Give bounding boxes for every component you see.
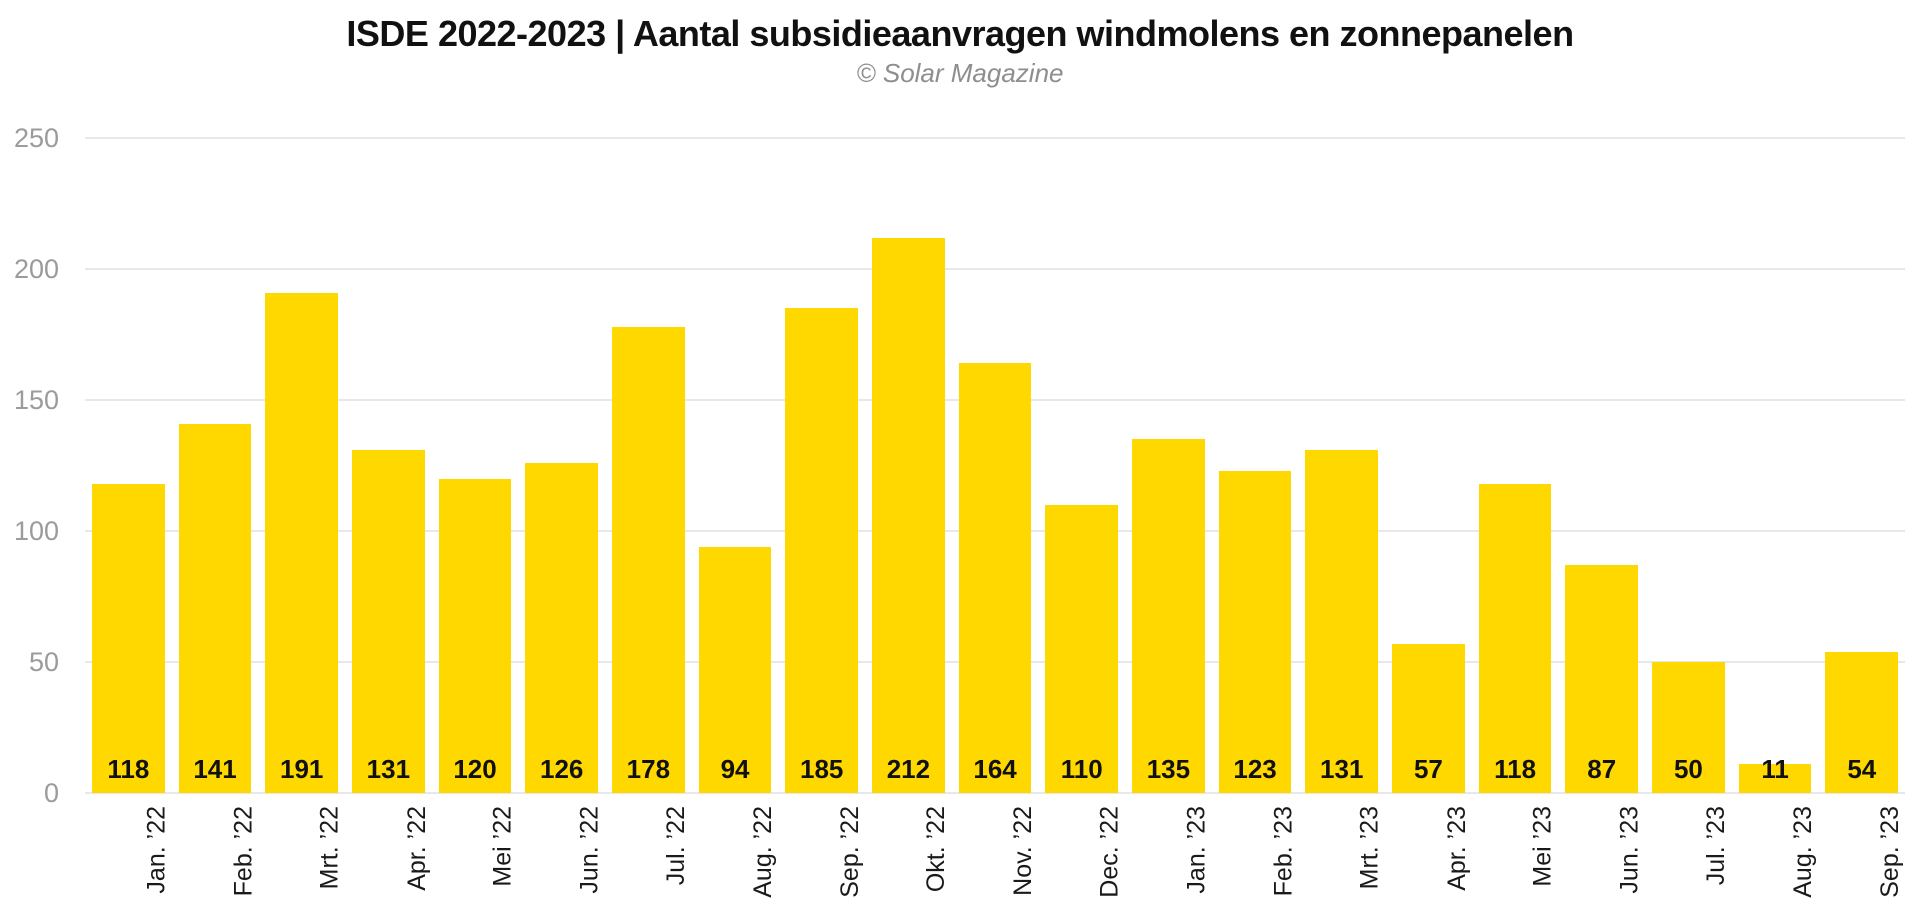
x-axis-tick-label: Apr. ’22: [402, 806, 431, 891]
bar[interactable]: [438, 478, 512, 793]
bar-series: 118 Jan. ’22 141 Feb. ’22 191 Mrt. ’22 131 Apr.…: [85, 138, 1905, 898]
x-axis-tick-label: Mrt. ’22: [315, 806, 344, 890]
bar[interactable]: [265, 292, 339, 793]
x-axis-tick-label: Feb. ’23: [1269, 806, 1298, 897]
bar[interactable]: [1825, 651, 1899, 793]
bar-column: 54 Sep. ’23: [1818, 138, 1905, 898]
bar-value-label: 178: [626, 754, 671, 784]
x-axis-tick-label: Aug. ’23: [1789, 806, 1818, 898]
bar[interactable]: [525, 462, 599, 793]
bar[interactable]: [1738, 764, 1812, 793]
x-axis-tick-label: Mrt. ’23: [1355, 806, 1384, 890]
bar[interactable]: [1218, 470, 1292, 793]
x-axis-tick-label: Jun. ’23: [1615, 806, 1644, 894]
y-axis-tick-label: 100: [13, 516, 59, 546]
x-axis-tick-label: Sep. ’22: [835, 806, 864, 898]
bar-value-label: 57: [1413, 754, 1443, 784]
y-axis-tick-label: 200: [13, 254, 59, 284]
bar-value-label: 135: [1146, 754, 1191, 784]
bar-column: 185 Sep. ’22: [778, 138, 865, 898]
gridline: [85, 268, 1905, 270]
y-axis-tick-label: 250: [13, 123, 59, 153]
bar-column: 212 Okt. ’22: [865, 138, 952, 892]
y-axis-tick-label: 150: [13, 385, 59, 415]
bar-column: 118 Jan. ’22: [85, 138, 172, 894]
chart-header: ISDE 2022-2023 | Aantal subsidieaanvrage…: [0, 0, 1920, 89]
bar-column: 131 Mrt. ’23: [1298, 138, 1385, 889]
bar-column: 126 Jun. ’22: [518, 138, 605, 894]
bar-column: 50 Jul. ’23: [1645, 138, 1732, 885]
bar-column: 118 Mei ’23: [1472, 138, 1559, 887]
bar[interactable]: [958, 363, 1032, 793]
bar-value-label: 131: [1320, 754, 1364, 784]
bar-value-label: 212: [886, 754, 931, 784]
bar-column: 94 Aug. ’22: [692, 138, 779, 898]
plot-area: 0 50 100 150 200 250 118 Jan. ’22 141 Feb. ’22 191…: [14, 123, 1905, 898]
bar[interactable]: [1652, 662, 1725, 793]
x-axis-tick-label: Dec. ’22: [1095, 806, 1124, 898]
bar[interactable]: [1392, 643, 1465, 793]
bar[interactable]: [698, 546, 772, 793]
chart-subtitle: © Solar Magazine: [856, 58, 1064, 88]
x-axis-tick-label: Nov. ’22: [1009, 806, 1038, 896]
bar[interactable]: [178, 423, 252, 793]
x-axis-tick-label: Jul. ’23: [1702, 806, 1731, 886]
bar[interactable]: [91, 483, 165, 793]
x-axis-tick-label: Sep. ’23: [1875, 806, 1904, 898]
x-axis-tick-label: Jan. ’23: [1182, 806, 1211, 894]
bar-column: 87 Jun. ’23: [1558, 138, 1645, 894]
x-axis-tick-label: Apr. ’23: [1442, 806, 1471, 891]
bar-value-label: 54: [1847, 754, 1877, 784]
bar-value-label: 123: [1233, 754, 1277, 784]
bar-column: 123 Feb. ’23: [1212, 138, 1299, 896]
bar-column: 11 Aug. ’23: [1732, 138, 1819, 898]
bar-value-label: 87: [1587, 754, 1617, 784]
bar-column: 135 Jan. ’23: [1125, 138, 1212, 894]
y-axis-tick-label: 0: [43, 778, 59, 808]
x-axis-tick-label: Jul. ’22: [662, 806, 691, 886]
bar-value-label: 94: [720, 754, 750, 784]
bar-value-label: 126: [540, 754, 584, 784]
y-axis-tick-label: 50: [28, 647, 59, 677]
bar[interactable]: [1131, 439, 1205, 793]
bar-column: 164 Nov. ’22: [952, 138, 1039, 896]
bar-value-label: 118: [1494, 754, 1537, 784]
x-axis-tick-label: Mei ’23: [1529, 806, 1558, 887]
bar-column: 141 Feb. ’22: [172, 138, 259, 896]
bar-value-label: 120: [453, 754, 497, 784]
bar-column: 178 Jul. ’22: [605, 138, 692, 885]
bar[interactable]: [1305, 449, 1379, 793]
bar[interactable]: [1478, 483, 1552, 793]
bar-value-label: 141: [193, 754, 237, 784]
bar-value-label: 164: [973, 754, 1017, 784]
x-axis-tick-label: Okt. ’22: [922, 806, 951, 893]
x-axis-tick-label: Mei ’22: [489, 806, 518, 887]
bar[interactable]: [1045, 504, 1119, 793]
gridline: [85, 792, 1905, 794]
bar-value-label: 118: [107, 754, 150, 784]
bar[interactable]: [785, 308, 859, 793]
bar-column: 120 Mei ’22: [432, 138, 519, 887]
bar-value-label: 110: [1060, 754, 1103, 784]
bar[interactable]: [871, 237, 945, 793]
bar[interactable]: [351, 449, 425, 793]
bar-value-label: 131: [366, 754, 411, 784]
bar-value-label: 185: [800, 754, 844, 784]
bar[interactable]: [611, 326, 685, 793]
bar-column: 191 Mrt. ’22: [258, 138, 345, 889]
bar[interactable]: [1565, 565, 1639, 793]
bar-column: 131 Apr. ’22: [345, 138, 432, 891]
x-axis-tick-label: Feb. ’22: [229, 806, 257, 897]
bar-value-label: 191: [279, 754, 324, 784]
bar-value-label: 50: [1673, 754, 1703, 784]
bar-value-label: 11: [1761, 754, 1789, 784]
bar-column: 57 Apr. ’23: [1385, 138, 1472, 891]
gridline: [85, 137, 1905, 139]
bar-column: 110 Dec. ’22: [1038, 138, 1125, 898]
chart-title: ISDE 2022-2023 | Aantal subsidieaanvrage…: [346, 13, 1574, 54]
x-axis-tick-label: Jun. ’22: [575, 806, 604, 894]
x-axis-tick-label: Jan. ’22: [142, 806, 171, 894]
x-axis-tick-label: Aug. ’22: [749, 806, 778, 898]
